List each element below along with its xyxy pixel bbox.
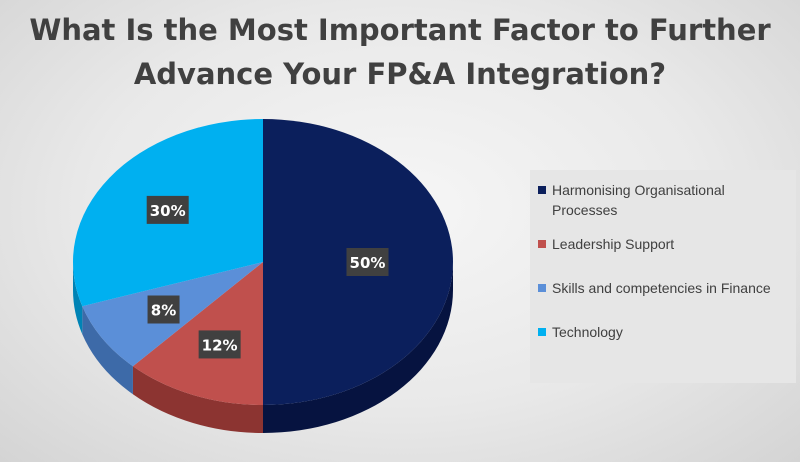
data-label-box-technology bbox=[146, 195, 189, 224]
legend-item-technology: Technology bbox=[538, 322, 796, 342]
legend-item-leadership: Leadership Support bbox=[538, 234, 796, 254]
legend-label-technology: Technology bbox=[552, 324, 623, 340]
legend-item-harmonising: Harmonising Organisational Processes bbox=[538, 180, 782, 220]
legend-item-skills: Skills and competencies in Finance bbox=[538, 278, 796, 298]
data-label-harmonising-organisational-processes: 50% bbox=[350, 254, 386, 272]
chart-title-line-2: Advance Your FP&A Integration? bbox=[133, 57, 667, 91]
pie-side-technology bbox=[73, 262, 83, 335]
data-label-box-harmonising-organisational-processes bbox=[346, 248, 389, 276]
data-label-box-leadership-support bbox=[198, 330, 241, 359]
legend-swatch-technology bbox=[538, 328, 546, 336]
data-label-leadership-support: 12% bbox=[202, 336, 238, 354]
chart-title-line-1: What Is the Most Important Factor to Fur… bbox=[29, 13, 771, 47]
pie-side-skills-and-competencies-in-finance bbox=[82, 306, 133, 395]
legend-swatch-harmonising bbox=[538, 186, 546, 194]
chart-legend: Harmonising Organisational Processes Lea… bbox=[530, 170, 796, 383]
pie-side-harmonising-organisational-processes bbox=[263, 262, 453, 433]
data-label-box-skills-and-competencies-in-finance bbox=[147, 295, 180, 324]
chart-title: What Is the Most Important Factor to Fur… bbox=[0, 8, 800, 96]
legend-swatch-skills bbox=[538, 284, 546, 292]
legend-swatch-leadership bbox=[538, 240, 546, 248]
pie-slice-leadership-support bbox=[132, 262, 263, 405]
data-label-technology: 30% bbox=[150, 202, 186, 220]
pie-side-leadership-support bbox=[132, 366, 263, 433]
data-label-skills-and-competencies-in-finance: 8% bbox=[151, 302, 176, 320]
legend-label-leadership: Leadership Support bbox=[552, 236, 675, 252]
legend-label-harmonising: Harmonising Organisational Processes bbox=[552, 182, 725, 218]
legend-label-skills: Skills and competencies in Finance bbox=[552, 280, 771, 296]
